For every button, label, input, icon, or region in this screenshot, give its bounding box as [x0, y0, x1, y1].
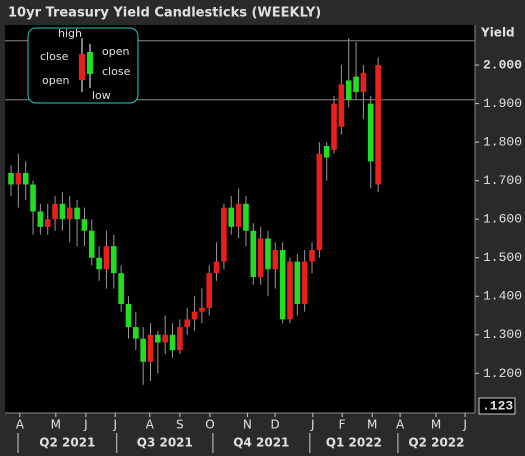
candle-body	[345, 80, 352, 100]
x-tick-label: F	[339, 418, 346, 432]
legend-label: close	[102, 65, 131, 78]
x-tick-label: D	[270, 418, 279, 432]
candle-body	[279, 250, 286, 320]
quarter-label: Q2 2021	[39, 436, 95, 450]
candle-body	[74, 207, 80, 220]
price-box	[478, 397, 516, 415]
candle-body	[111, 246, 117, 274]
candle-body	[22, 172, 29, 185]
legend-label: open	[102, 45, 129, 58]
candle-body	[125, 303, 132, 328]
legend-label: low	[92, 89, 111, 102]
y-tick-label: 1.400	[483, 289, 522, 304]
price-box-label: .123	[482, 398, 513, 413]
candle-body	[199, 307, 205, 312]
candle-body	[81, 219, 88, 231]
x-tick-label: M	[51, 418, 61, 432]
candle-body	[235, 203, 242, 227]
y-tick-label: 1.500	[483, 250, 522, 265]
y-tick-label: 1.900	[483, 96, 522, 111]
candle-body	[338, 84, 345, 127]
candle-body	[8, 172, 14, 185]
y-tick-label: 1.300	[483, 327, 522, 342]
x-tick-label: S	[176, 418, 184, 432]
candle-body	[15, 172, 22, 185]
legend-down	[87, 52, 93, 74]
x-tick-label: A	[16, 418, 25, 432]
candle-body	[44, 219, 51, 227]
candle-body	[140, 338, 146, 362]
candle-body	[309, 250, 315, 262]
candle-body	[162, 334, 168, 343]
quarter-label: Q1 2022	[326, 436, 382, 450]
legend-label: open	[42, 74, 69, 87]
x-tick-label: J	[112, 418, 117, 432]
candle-body	[294, 261, 301, 304]
candle-body	[30, 184, 36, 212]
candle-body	[257, 238, 264, 277]
candle-body	[103, 246, 110, 270]
candle-body	[323, 145, 330, 158]
candle-body	[88, 230, 95, 258]
candle-body	[265, 238, 271, 270]
y-tick-label: 1.200	[483, 366, 522, 381]
candle-body	[360, 72, 367, 93]
chart-title: 10yr Treasury Yield Candlesticks (WEEKLY…	[8, 6, 321, 21]
legend-label: close	[40, 50, 69, 63]
candle-body	[367, 103, 374, 162]
candle-body	[250, 230, 257, 277]
candle-body	[96, 257, 102, 270]
candle-body	[272, 250, 279, 270]
y-tick-label: 1.800	[483, 135, 522, 150]
quarter-label: Q2 2022	[408, 436, 464, 450]
quarter-label: Q3 2021	[137, 436, 193, 450]
x-tick-label: M	[431, 418, 441, 432]
y-tick-label: 1.600	[483, 212, 522, 227]
candle-body	[243, 203, 249, 231]
x-tick-label: A	[396, 418, 405, 432]
candle-body	[59, 203, 66, 220]
candle-body	[301, 261, 308, 304]
candle-body	[177, 327, 183, 351]
x-tick-label: N	[243, 418, 252, 432]
candle-body	[221, 207, 227, 262]
candle-body	[147, 334, 154, 362]
x-tick-label: J	[462, 418, 467, 432]
candle-body	[184, 319, 191, 328]
candle-body	[191, 311, 198, 320]
candle-body	[228, 207, 235, 227]
candle-body	[331, 103, 337, 150]
candle-body	[37, 211, 44, 227]
x-tick-label: O	[205, 418, 214, 432]
candle-body	[213, 261, 220, 274]
x-tick-label: J	[83, 418, 88, 432]
y-tick-label: 2.000	[483, 58, 522, 73]
candle-body	[155, 334, 161, 343]
candle-body	[118, 273, 124, 304]
candle-body	[206, 273, 213, 308]
candle-body	[353, 76, 359, 93]
candle-body	[316, 153, 323, 251]
y-tick-label: 1.700	[483, 173, 522, 188]
candle-body	[287, 261, 293, 320]
x-tick-label: M	[367, 418, 377, 432]
x-tick-label: A	[146, 418, 155, 432]
legend-label: high	[58, 27, 82, 40]
candle-body	[52, 203, 58, 220]
candle-body	[66, 207, 73, 220]
candle-body	[133, 327, 139, 339]
x-tick-label: J	[310, 418, 315, 432]
quarter-label: Q4 2021	[233, 436, 289, 450]
legend: high close open open close low	[27, 27, 139, 104]
legend-up	[79, 54, 85, 80]
candle-body	[169, 334, 176, 351]
y-axis-label: Yield	[480, 26, 515, 40]
candle-body	[375, 65, 381, 185]
